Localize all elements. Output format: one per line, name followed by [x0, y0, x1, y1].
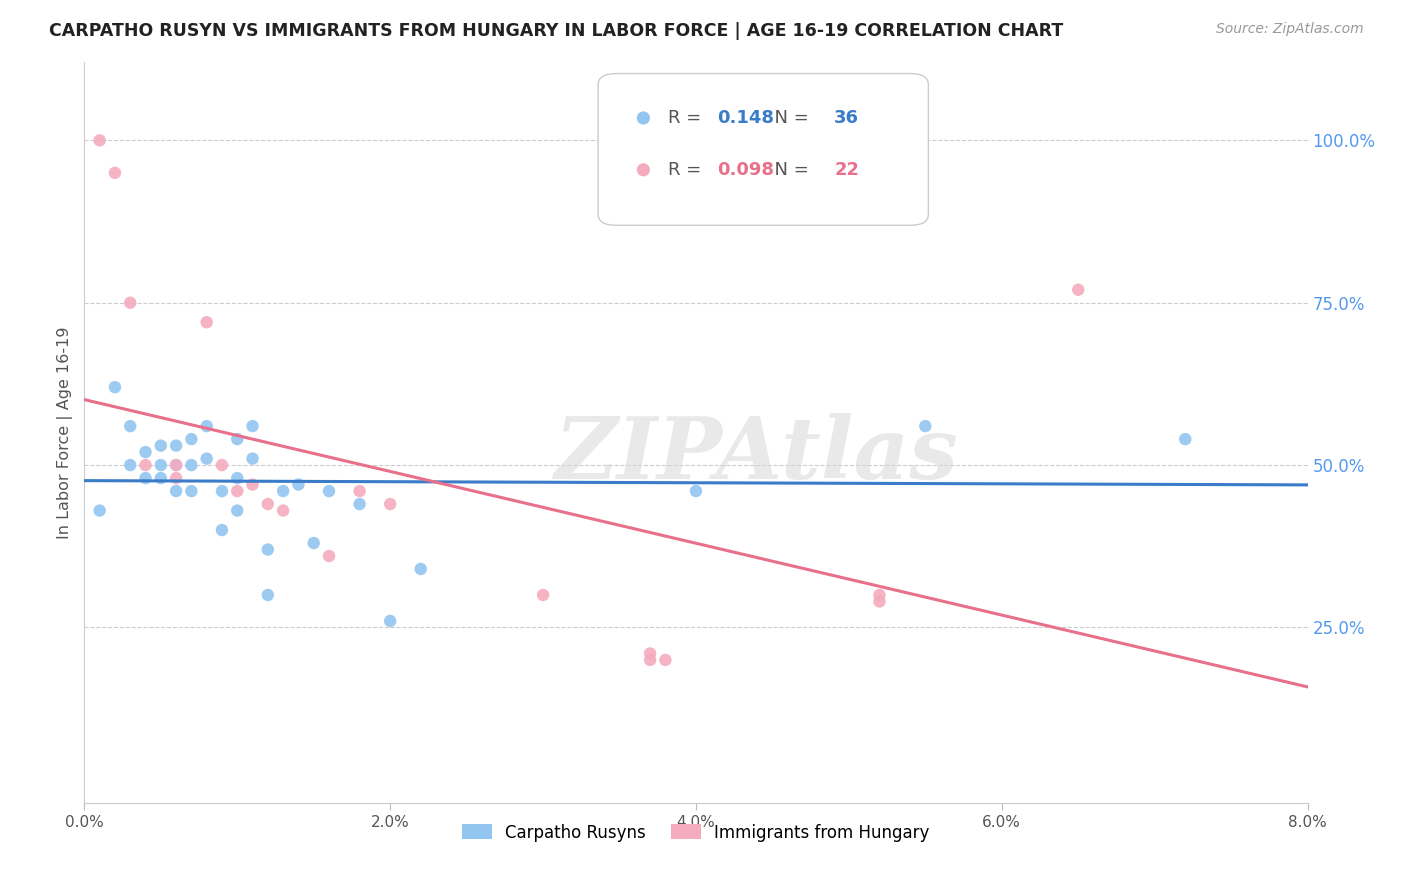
Point — [89, 503, 111, 517]
Point — [685, 484, 707, 499]
Text: N =: N = — [763, 109, 814, 127]
Text: 0.148: 0.148 — [717, 109, 773, 127]
Point — [226, 432, 249, 446]
Point — [135, 445, 157, 459]
Point — [380, 497, 402, 511]
Point — [165, 458, 187, 472]
Legend: Carpatho Rusyns, Immigrants from Hungary: Carpatho Rusyns, Immigrants from Hungary — [454, 815, 938, 850]
Point — [211, 523, 233, 537]
Point — [165, 439, 187, 453]
Point — [409, 562, 432, 576]
Point — [318, 549, 340, 563]
Point — [180, 484, 202, 499]
FancyBboxPatch shape — [598, 73, 928, 226]
Point — [318, 484, 340, 499]
Point — [226, 471, 249, 485]
Point — [869, 588, 891, 602]
Point — [165, 484, 187, 499]
Point — [271, 503, 294, 517]
Point — [1067, 283, 1090, 297]
Text: ZIPAtlas: ZIPAtlas — [555, 413, 959, 497]
Point — [914, 419, 936, 434]
Point — [257, 497, 280, 511]
Text: CARPATHO RUSYN VS IMMIGRANTS FROM HUNGARY IN LABOR FORCE | AGE 16-19 CORRELATION: CARPATHO RUSYN VS IMMIGRANTS FROM HUNGAR… — [49, 22, 1063, 40]
Point — [104, 166, 127, 180]
Text: N =: N = — [763, 161, 814, 178]
Point — [257, 588, 280, 602]
Point — [242, 419, 264, 434]
Y-axis label: In Labor Force | Age 16-19: In Labor Force | Age 16-19 — [58, 326, 73, 539]
Point — [149, 439, 172, 453]
Point — [165, 458, 187, 472]
Point — [211, 458, 233, 472]
Point — [242, 477, 264, 491]
Point — [195, 419, 218, 434]
Point — [257, 542, 280, 557]
Point — [104, 380, 127, 394]
Point — [638, 653, 661, 667]
Text: 0.098: 0.098 — [717, 161, 773, 178]
Point — [302, 536, 325, 550]
Point — [349, 497, 371, 511]
Point — [135, 471, 157, 485]
Point — [120, 419, 142, 434]
Point — [120, 458, 142, 472]
Point — [226, 484, 249, 499]
Point — [180, 458, 202, 472]
Text: R =: R = — [668, 109, 707, 127]
Point — [349, 484, 371, 499]
Point — [120, 295, 142, 310]
Point — [271, 484, 294, 499]
Point — [380, 614, 402, 628]
Point — [149, 458, 172, 472]
Point — [869, 594, 891, 608]
Text: 22: 22 — [834, 161, 859, 178]
Point — [226, 503, 249, 517]
Point — [654, 653, 676, 667]
Point — [165, 471, 187, 485]
Point — [195, 315, 218, 329]
Point — [195, 451, 218, 466]
Point — [287, 477, 309, 491]
Point — [180, 432, 202, 446]
Point — [1174, 432, 1197, 446]
Point — [135, 458, 157, 472]
Point — [89, 133, 111, 147]
Text: Source: ZipAtlas.com: Source: ZipAtlas.com — [1216, 22, 1364, 37]
Point — [242, 451, 264, 466]
Point — [149, 471, 172, 485]
Point — [531, 588, 554, 602]
Point — [211, 484, 233, 499]
Text: 36: 36 — [834, 109, 859, 127]
Text: R =: R = — [668, 161, 707, 178]
Point — [638, 647, 661, 661]
